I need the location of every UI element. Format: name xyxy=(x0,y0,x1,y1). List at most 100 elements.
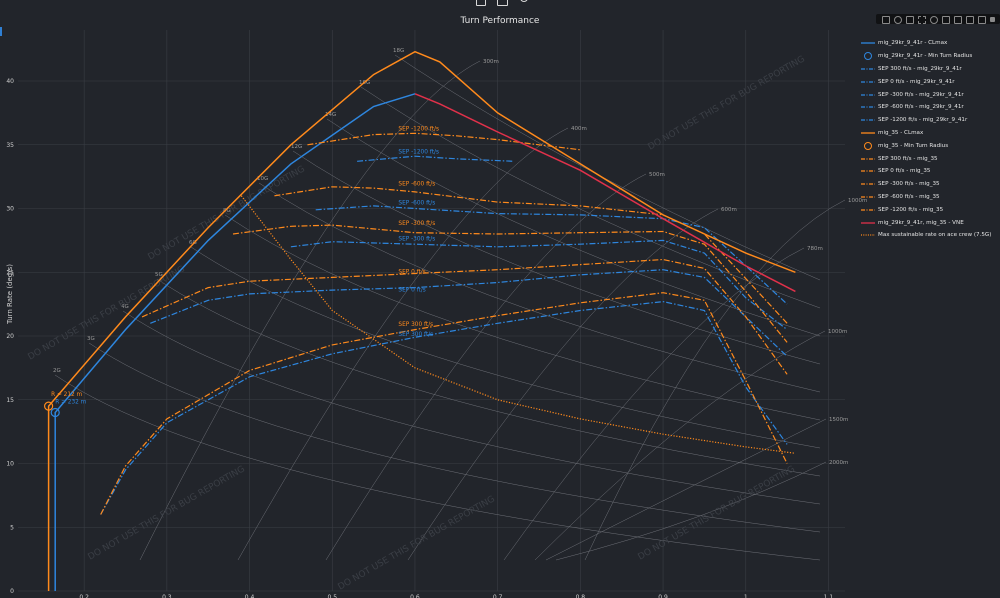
plot-modebar xyxy=(876,14,1000,24)
home-icon[interactable] xyxy=(978,16,986,24)
g-curve-6 xyxy=(258,182,821,393)
annotation-11: SEP 300 ft/s xyxy=(398,332,433,338)
series-marker-8[interactable] xyxy=(43,401,54,411)
legend-item-7[interactable]: mig_35 - CLmax xyxy=(860,127,1000,140)
series-line-6[interactable] xyxy=(357,155,515,162)
radius-curve-8 xyxy=(584,199,846,561)
series-line-5[interactable] xyxy=(315,205,788,305)
window-icon[interactable] xyxy=(497,0,508,6)
legend-swatch-icon xyxy=(861,183,875,185)
zoom-in-icon[interactable] xyxy=(942,16,950,24)
legend-item-0[interactable]: mig_29kr_9_41r - CLmax xyxy=(860,37,1000,50)
annotation-5: SEP -600 ft/s xyxy=(398,201,435,207)
watermark-4: DO NOT USE THIS FOR BUG REPORTING xyxy=(647,54,807,152)
watermark-2: DO NOT USE THIS FOR BUG REPORTING xyxy=(337,494,497,592)
zoom-out-icon[interactable] xyxy=(954,16,962,24)
series-line-13[interactable] xyxy=(307,132,581,151)
y-tick-label-2: 10 xyxy=(6,461,14,468)
device-icon[interactable] xyxy=(476,0,486,6)
y-tick-label-1: 5 xyxy=(10,524,14,531)
g-label-4: 6G xyxy=(189,240,197,246)
x-tick-label-6: 0.8 xyxy=(576,594,586,598)
legend-swatch-icon xyxy=(861,119,875,121)
legend-swatch-icon xyxy=(861,170,875,173)
top-toolbar xyxy=(470,0,540,6)
x-tick-label-5: 0.7 xyxy=(493,594,503,598)
radius-label-5: 1000m xyxy=(828,329,847,335)
legend-item-13[interactable]: SEP -1200 ft/s - mig_35 xyxy=(860,203,1000,216)
radius-label-7: 2000m xyxy=(829,460,848,466)
y-tick-label-8: 40 xyxy=(6,78,14,85)
g-curve-2 xyxy=(122,310,821,505)
series-line-14[interactable] xyxy=(414,93,796,293)
radius-label-2: 500m xyxy=(649,172,665,178)
chart-title: Turn Performance xyxy=(460,16,540,26)
radius-curve-2 xyxy=(325,173,647,561)
legend-item-5[interactable]: SEP -600 ft/s - mig_29kr_9_41r xyxy=(860,101,1000,114)
series-line-0[interactable] xyxy=(54,93,416,591)
g-curve-4 xyxy=(190,246,821,449)
annotation-10: SEP 300 ft/s xyxy=(398,322,433,328)
legend-label: SEP 0 ft/s - mig_29kr_9_41r xyxy=(878,78,955,85)
g-label-5: 8G xyxy=(223,208,231,214)
legend-item-8[interactable]: mig_35 - Min Turn Radius xyxy=(860,139,1000,152)
x-tick-label-1: 0.3 xyxy=(162,594,172,598)
series-line-9[interactable] xyxy=(100,292,788,515)
g-label-10: 18G xyxy=(393,48,404,54)
legend-item-12[interactable]: SEP -600 ft/s - mig_35 xyxy=(860,191,1000,204)
series-line-12[interactable] xyxy=(274,186,788,324)
legend-item-3[interactable]: SEP 0 ft/s - mig_29kr_9_41r xyxy=(860,75,1000,88)
camera-icon[interactable] xyxy=(882,16,890,24)
legend-item-15[interactable]: Max sustainable rate on ace crew (7.5G) xyxy=(860,229,1000,242)
x-tick-label-8: 1 xyxy=(744,594,748,598)
legend-label: SEP 0 ft/s - mig_35 xyxy=(878,168,931,175)
legend-item-4[interactable]: SEP -300 ft/s - mig_29kr_9_41r xyxy=(860,88,1000,101)
legend-label: SEP -600 ft/s - mig_35 xyxy=(878,193,940,200)
series-line-15[interactable] xyxy=(240,195,796,454)
legend-swatch-icon xyxy=(864,141,872,150)
y-tick-label-3: 15 xyxy=(6,397,14,404)
legend-swatch-icon xyxy=(861,132,875,134)
legend-swatch-icon xyxy=(861,209,875,211)
x-tick-label-0: 0.2 xyxy=(79,594,89,598)
zoom-icon[interactable] xyxy=(894,16,902,24)
series-line-3[interactable] xyxy=(150,269,788,357)
legend-swatch-icon xyxy=(861,196,875,198)
legend-item-9[interactable]: SEP 300 ft/s - mig_35 xyxy=(860,152,1000,165)
autoscale-icon[interactable] xyxy=(966,16,974,24)
radius-curve-4 xyxy=(503,247,805,561)
y-tick-label-0: 0 xyxy=(10,588,14,595)
series-line-2[interactable] xyxy=(100,300,788,515)
series-line-7[interactable] xyxy=(47,50,796,591)
legend-item-11[interactable]: SEP -300 ft/s - mig_35 xyxy=(860,178,1000,191)
box-select-icon[interactable] xyxy=(918,16,926,24)
x-tick-label-3: 0.5 xyxy=(327,594,337,598)
x-tick-label-4: 0.6 xyxy=(410,594,420,598)
legend-item-1[interactable]: mig_29kr_9_41r - Min Turn Radius xyxy=(860,50,1000,63)
legend-swatch-icon xyxy=(861,42,875,45)
g-curve-7 xyxy=(292,150,821,365)
series-marker-1[interactable] xyxy=(50,407,60,418)
plotly-logo-icon[interactable] xyxy=(990,17,995,22)
legend-item-14[interactable]: mig_29kr_9_41r, mig_35 - VNE xyxy=(860,216,1000,229)
series-line-10[interactable] xyxy=(141,258,788,375)
y-tick-label-6: 30 xyxy=(6,206,14,213)
pan-icon[interactable] xyxy=(906,16,914,24)
g-label-8: 14G xyxy=(325,112,336,118)
lasso-icon[interactable] xyxy=(930,16,938,24)
legend-label: SEP -600 ft/s - mig_29kr_9_41r xyxy=(878,104,964,111)
legend-label: mig_35 - CLmax xyxy=(878,129,924,136)
annotation-3: SEP -1200 ft/s xyxy=(398,150,439,156)
annotation-7: SEP -300 ft/s xyxy=(398,236,435,242)
x-tick-label-7: 0.9 xyxy=(658,594,668,598)
legend-item-2[interactable]: SEP 300 ft/s - mig_29kr_9_41r xyxy=(860,63,1000,76)
series-line-4[interactable] xyxy=(290,239,788,331)
watermark-5: DO NOT USE THIS FOR BUG REPORTING xyxy=(147,164,307,262)
legend-item-6[interactable]: SEP -1200 ft/s - mig_29kr_9_41r xyxy=(860,114,1000,127)
legend-item-10[interactable]: SEP 0 ft/s - mig_35 xyxy=(860,165,1000,178)
y-tick-label-7: 35 xyxy=(6,142,14,149)
left-edge-marker xyxy=(0,27,2,36)
radius-curve-3 xyxy=(407,208,719,561)
annotation-2: SEP -1200 ft/s xyxy=(398,127,439,133)
